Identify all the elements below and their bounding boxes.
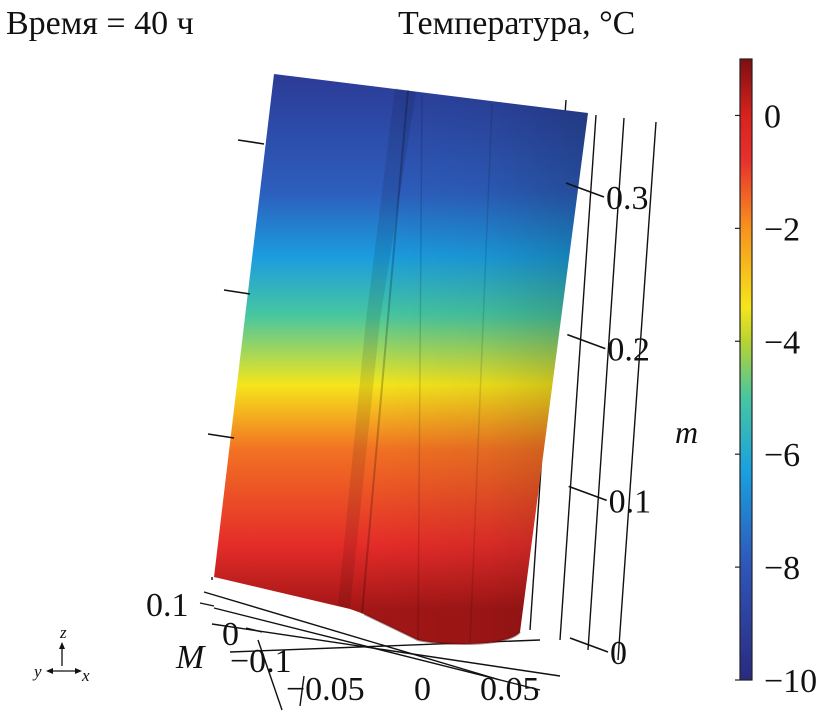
body-edge-line <box>361 89 409 615</box>
floor-grid-line <box>257 639 283 711</box>
left-edge-tick <box>237 139 265 145</box>
z-axis-label: m <box>675 414 698 450</box>
triad-z-label: z <box>59 623 67 642</box>
left-edge-tick <box>207 433 235 439</box>
body-right-shading <box>364 90 588 644</box>
triad-y-arrowhead <box>46 668 53 674</box>
axis-grid <box>203 99 657 711</box>
colorbar: 0 −2 −4 −6 −8 −10 <box>735 58 817 700</box>
triad-z-arrowhead <box>59 642 65 649</box>
x-tick-label: 0 <box>414 671 431 708</box>
triad-x-arrowhead <box>75 668 82 674</box>
z-tick <box>567 333 606 350</box>
z-tick-label: 0 <box>610 635 627 672</box>
y-tick-label: −0.1 <box>230 643 292 680</box>
z-tick-label: 0.1 <box>609 483 652 520</box>
z-axis-ticks: 00.10.20.30.10−0.1−0.05 0 0.05 <box>146 139 652 708</box>
triad-x-label: x <box>81 666 90 685</box>
time-label: Время = 40 ч <box>6 5 194 42</box>
y-tick-label: 0 <box>222 616 239 653</box>
colorbar-tick-label: −10 <box>764 663 817 700</box>
z-tick-label: 0.2 <box>607 332 650 369</box>
y-axis-label: M <box>175 639 206 676</box>
colorbar-tick-label: −2 <box>764 211 800 248</box>
triad-y-label: y <box>32 662 42 681</box>
colorbar-tick-label: −4 <box>764 324 800 361</box>
body-groove <box>338 88 416 609</box>
floor-grid-line <box>211 623 561 677</box>
floor-grid-line <box>299 675 305 707</box>
vertical-grid-line <box>587 117 625 651</box>
z-tick-label: 0.3 <box>606 180 649 217</box>
z-tick <box>565 182 605 198</box>
z-tick <box>569 637 609 653</box>
z-tick <box>568 485 607 502</box>
chart-title: Температура, °C <box>398 5 635 42</box>
y-tick <box>199 602 215 607</box>
y-tick-label: 0.1 <box>146 587 189 624</box>
colorbar-tick-label: −6 <box>764 437 800 474</box>
body-edge-line <box>469 103 493 645</box>
vertical-grid-line <box>617 121 657 661</box>
colorbar-tick-label: −8 <box>764 550 800 587</box>
colorbar-scale <box>739 58 753 681</box>
x-tick-label: 0.05 <box>480 671 540 708</box>
y-tick <box>245 627 263 633</box>
left-edge-tick <box>223 289 251 295</box>
body-edge-line <box>417 94 423 641</box>
temperature-body <box>214 74 588 645</box>
vertical-grid-line <box>559 114 597 641</box>
x-tick-label: −0.05 <box>286 671 365 708</box>
colorbar-tick-label: 0 <box>764 98 781 135</box>
body-bottom-edge <box>363 613 521 645</box>
floor-grid-line <box>203 591 501 681</box>
axes-triad: z y x <box>32 623 90 685</box>
